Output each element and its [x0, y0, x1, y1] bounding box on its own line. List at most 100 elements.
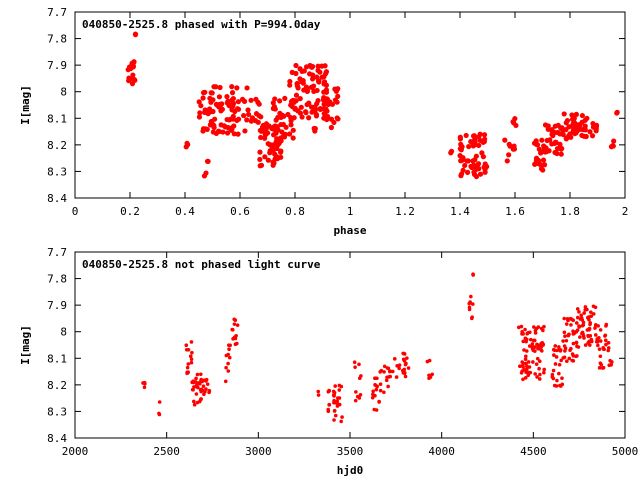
data-point: [208, 99, 214, 105]
data-point: [210, 108, 216, 115]
data-point: [520, 332, 524, 336]
data-point: [403, 374, 408, 379]
data-point: [574, 321, 579, 325]
data-point: [598, 354, 603, 359]
data-point: [448, 150, 454, 156]
data-point: [601, 365, 606, 370]
data-point: [382, 390, 386, 395]
data-point: [386, 366, 391, 371]
data-point: [583, 343, 588, 347]
data-point: [554, 355, 559, 359]
data-point: [357, 362, 361, 367]
data-point: [198, 382, 202, 386]
data-point: [267, 150, 273, 156]
data-point: [575, 354, 579, 358]
data-point: [598, 339, 603, 343]
data-point: [277, 139, 283, 145]
data-point: [578, 317, 583, 321]
data-point: [531, 325, 536, 329]
data-point: [512, 116, 518, 122]
data-point: [471, 133, 477, 139]
data-point: [524, 367, 529, 372]
data-point: [467, 307, 472, 312]
data-point: [606, 341, 611, 345]
data-point: [557, 371, 561, 376]
y-tick-label: 7.9: [47, 59, 67, 72]
x-tick-label: 3500: [337, 445, 364, 458]
data-point: [521, 377, 525, 382]
data-point: [566, 318, 570, 323]
data-point: [543, 145, 549, 151]
data-point: [553, 362, 558, 366]
data-point: [593, 305, 598, 310]
y-tick-label: 8.3: [47, 165, 67, 178]
data-point: [606, 346, 611, 350]
data-point: [235, 99, 241, 105]
data-point: [576, 122, 582, 128]
data-point: [255, 99, 261, 105]
data-point: [215, 128, 222, 134]
data-point: [614, 109, 620, 115]
data-point: [540, 157, 547, 163]
data-point: [597, 347, 602, 351]
data-point: [542, 367, 546, 372]
data-point: [554, 150, 560, 157]
data-point: [278, 148, 284, 154]
chart-title: 040850-2525.8 phased with P=994.0day: [82, 18, 321, 31]
data-point: [472, 137, 478, 143]
data-point: [582, 336, 586, 340]
data-point: [471, 272, 475, 276]
y-tick-label: 8.3: [47, 405, 67, 418]
data-point: [189, 340, 194, 344]
data-point: [463, 132, 469, 139]
data-point: [390, 369, 395, 374]
data-point: [527, 365, 532, 369]
data-point: [208, 118, 214, 125]
data-point: [204, 158, 211, 164]
data-point: [290, 135, 296, 141]
data-point: [580, 323, 585, 328]
data-point: [562, 330, 567, 335]
data-point: [534, 362, 539, 366]
data-point: [335, 93, 341, 99]
data-point: [511, 120, 517, 126]
data-point: [233, 336, 238, 341]
data-point: [273, 130, 279, 136]
data-point: [311, 88, 317, 94]
data-point: [245, 107, 251, 113]
data-point: [557, 362, 562, 367]
data-point: [294, 80, 300, 87]
data-point: [551, 347, 556, 352]
data-point: [547, 137, 553, 143]
data-point: [569, 323, 573, 327]
data-point: [481, 132, 488, 138]
data-point: [599, 362, 604, 367]
data-point: [266, 123, 272, 129]
data-point: [323, 69, 330, 75]
data-point: [602, 347, 606, 352]
data-point: [523, 357, 528, 362]
data-point: [183, 144, 189, 150]
data-point: [531, 338, 536, 343]
x-tick-label: 0.6: [230, 205, 250, 218]
y-tick-label: 8.2: [47, 379, 67, 392]
data-point: [195, 372, 200, 377]
data-point: [539, 348, 543, 352]
data-point: [358, 393, 363, 397]
data-point: [507, 143, 513, 149]
data-point: [382, 370, 386, 374]
data-point: [340, 415, 344, 419]
data-point: [258, 134, 264, 141]
data-point: [259, 124, 266, 130]
data-point: [314, 101, 320, 107]
data-point: [328, 116, 335, 122]
data-point: [528, 370, 533, 375]
data-point: [229, 90, 236, 96]
data-point: [333, 88, 339, 94]
data-point: [334, 99, 340, 105]
data-point: [250, 117, 256, 123]
data-point: [142, 380, 147, 385]
data-point: [226, 369, 231, 373]
data-point: [201, 384, 206, 388]
data-point: [199, 372, 203, 377]
